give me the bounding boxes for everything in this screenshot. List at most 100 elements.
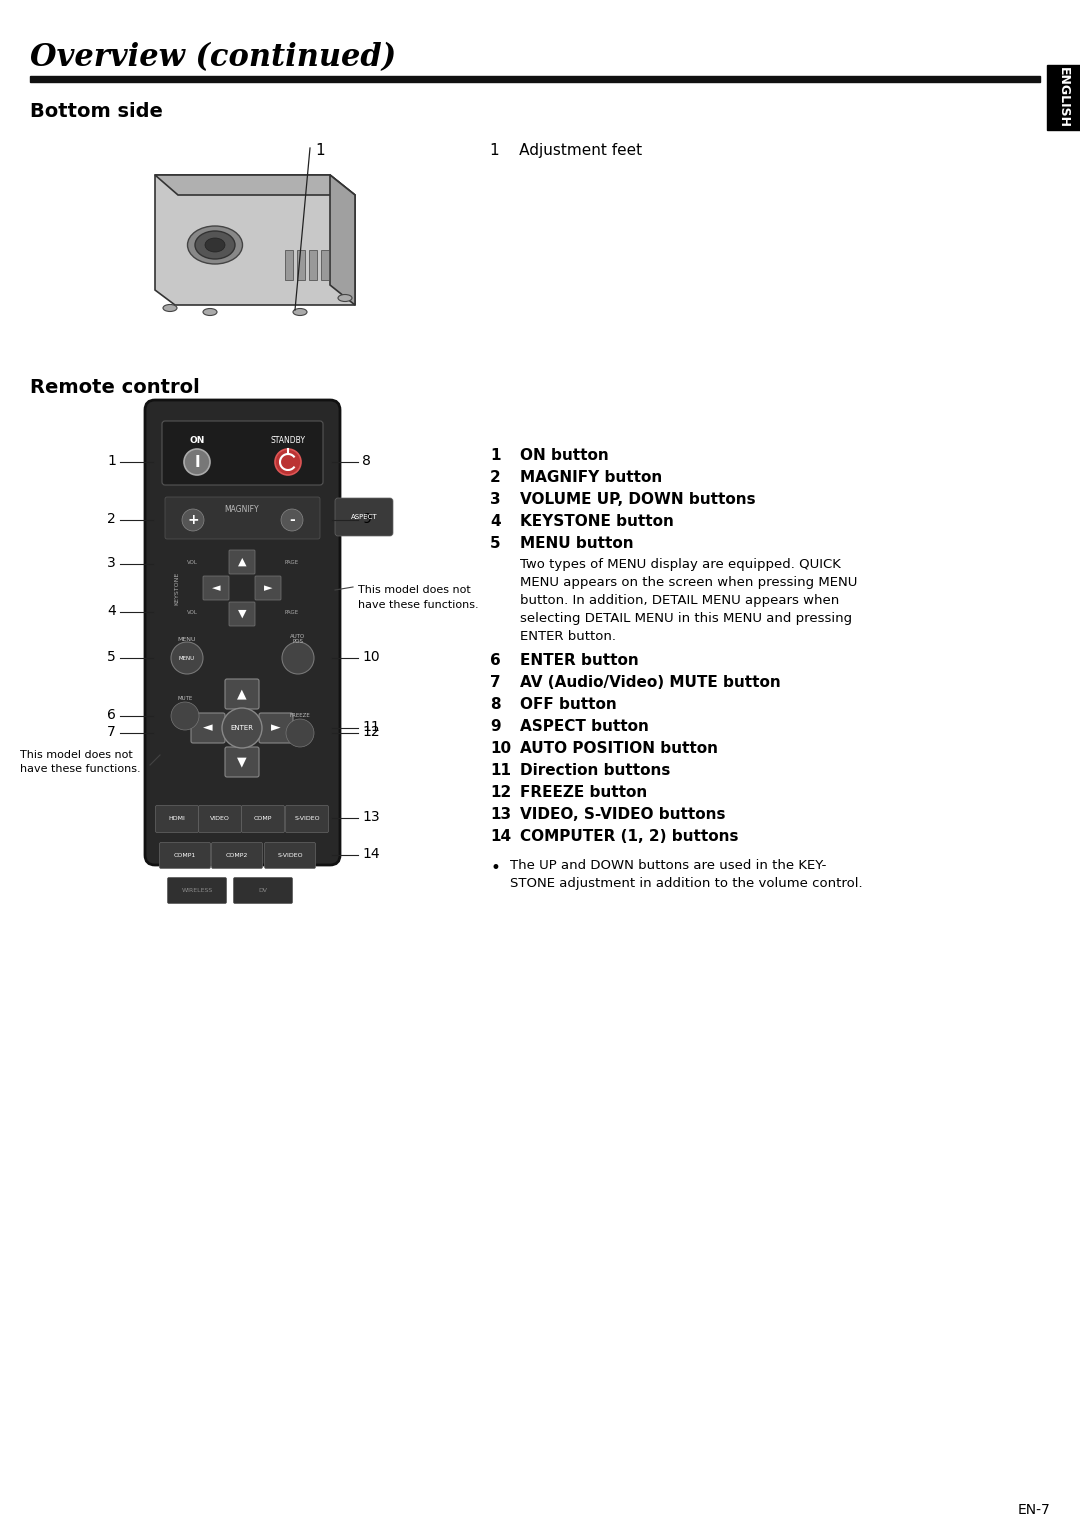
Text: ENTER button.: ENTER button. — [519, 630, 616, 642]
Text: VOL: VOL — [187, 560, 198, 565]
Text: ►: ► — [271, 722, 281, 734]
Bar — [1047, 66, 1080, 130]
Text: 8: 8 — [490, 697, 501, 713]
Text: PAGE: PAGE — [285, 610, 299, 615]
Text: Bottom side: Bottom side — [30, 102, 163, 121]
Text: 6: 6 — [490, 653, 501, 668]
Ellipse shape — [163, 305, 177, 311]
Text: 1    Adjustment feet: 1 Adjustment feet — [490, 143, 643, 159]
Text: ASPECT: ASPECT — [351, 514, 377, 520]
Circle shape — [183, 510, 204, 531]
Text: 1: 1 — [315, 143, 325, 159]
Text: +: + — [187, 513, 199, 526]
FancyBboxPatch shape — [203, 575, 229, 600]
Bar — [285, 250, 293, 279]
FancyBboxPatch shape — [225, 679, 259, 710]
FancyBboxPatch shape — [265, 842, 315, 868]
Text: 1: 1 — [490, 449, 500, 462]
FancyBboxPatch shape — [145, 400, 340, 865]
Text: 10: 10 — [362, 650, 380, 664]
Circle shape — [286, 719, 314, 748]
Polygon shape — [156, 175, 355, 195]
Text: ▲: ▲ — [238, 688, 247, 700]
Text: EN-7: EN-7 — [1017, 1503, 1050, 1517]
Text: 5: 5 — [107, 650, 116, 664]
Circle shape — [281, 510, 303, 531]
Text: -: - — [289, 513, 295, 526]
FancyBboxPatch shape — [229, 549, 255, 574]
FancyBboxPatch shape — [259, 713, 293, 743]
Text: FREEZE button: FREEZE button — [519, 784, 647, 800]
Text: ON button: ON button — [519, 449, 609, 462]
Text: 13: 13 — [490, 807, 511, 823]
Text: 14: 14 — [490, 829, 511, 844]
FancyBboxPatch shape — [160, 842, 211, 868]
Circle shape — [171, 702, 199, 729]
FancyBboxPatch shape — [162, 421, 323, 485]
FancyBboxPatch shape — [233, 877, 293, 903]
Text: 9: 9 — [490, 719, 501, 734]
Text: 2: 2 — [490, 470, 501, 485]
Text: MENU: MENU — [178, 636, 197, 641]
Text: The UP and DOWN buttons are used in the KEY-: The UP and DOWN buttons are used in the … — [510, 859, 826, 871]
Circle shape — [222, 708, 262, 748]
Text: KEYSTONE: KEYSTONE — [175, 571, 179, 604]
Text: 7: 7 — [107, 725, 116, 739]
Text: STANDBY: STANDBY — [270, 435, 306, 444]
Ellipse shape — [293, 308, 307, 316]
Text: MAGNIFY: MAGNIFY — [225, 505, 259, 514]
Text: 8: 8 — [362, 455, 370, 468]
Text: 11: 11 — [490, 763, 511, 778]
Circle shape — [184, 449, 210, 475]
Text: ◄: ◄ — [203, 722, 213, 734]
Ellipse shape — [195, 230, 235, 259]
Text: have these functions.: have these functions. — [21, 765, 140, 774]
Text: ENTER button: ENTER button — [519, 653, 638, 668]
Text: Remote control: Remote control — [30, 378, 200, 397]
Circle shape — [275, 449, 301, 475]
Text: VIDEO: VIDEO — [211, 815, 230, 821]
Ellipse shape — [205, 238, 225, 252]
Text: 4: 4 — [107, 604, 116, 618]
Ellipse shape — [338, 295, 352, 302]
Bar — [321, 250, 329, 279]
Text: This model does not: This model does not — [21, 749, 133, 760]
FancyBboxPatch shape — [212, 842, 262, 868]
Text: S-VIDEO: S-VIDEO — [294, 815, 320, 821]
Ellipse shape — [203, 308, 217, 316]
Circle shape — [282, 642, 314, 674]
Text: COMP1: COMP1 — [174, 853, 197, 858]
FancyBboxPatch shape — [229, 601, 255, 626]
Text: 6: 6 — [107, 708, 116, 722]
Bar — [309, 250, 318, 279]
FancyBboxPatch shape — [225, 748, 259, 777]
Text: PAGE: PAGE — [285, 560, 299, 565]
Text: Direction buttons: Direction buttons — [519, 763, 671, 778]
Text: COMP: COMP — [254, 815, 272, 821]
Text: VIDEO, S-VIDEO buttons: VIDEO, S-VIDEO buttons — [519, 807, 726, 823]
Text: ▼: ▼ — [238, 755, 247, 769]
Text: ASPECT button: ASPECT button — [519, 719, 649, 734]
Text: 2: 2 — [107, 513, 116, 526]
Text: MUTE: MUTE — [177, 696, 192, 700]
Polygon shape — [330, 175, 355, 305]
Text: ENTER: ENTER — [230, 725, 254, 731]
Text: MENU: MENU — [179, 656, 195, 661]
Text: 12: 12 — [490, 784, 511, 800]
Text: Overview (continued): Overview (continued) — [30, 43, 396, 73]
Text: 1: 1 — [107, 455, 116, 468]
Polygon shape — [156, 175, 355, 305]
Text: STONE adjustment in addition to the volume control.: STONE adjustment in addition to the volu… — [510, 877, 863, 890]
Text: AUTO
POS: AUTO POS — [291, 633, 306, 644]
Text: HDMI: HDMI — [168, 815, 186, 821]
Bar — [30, 76, 1040, 82]
Text: COMP2: COMP2 — [226, 853, 248, 858]
FancyBboxPatch shape — [199, 806, 242, 833]
FancyBboxPatch shape — [255, 575, 281, 600]
Text: WIRELESS: WIRELESS — [181, 888, 213, 893]
Text: 5: 5 — [490, 536, 501, 551]
Text: COMPUTER (1, 2) buttons: COMPUTER (1, 2) buttons — [519, 829, 739, 844]
Text: 14: 14 — [362, 847, 380, 861]
Ellipse shape — [188, 226, 243, 264]
Text: 9: 9 — [362, 513, 370, 526]
